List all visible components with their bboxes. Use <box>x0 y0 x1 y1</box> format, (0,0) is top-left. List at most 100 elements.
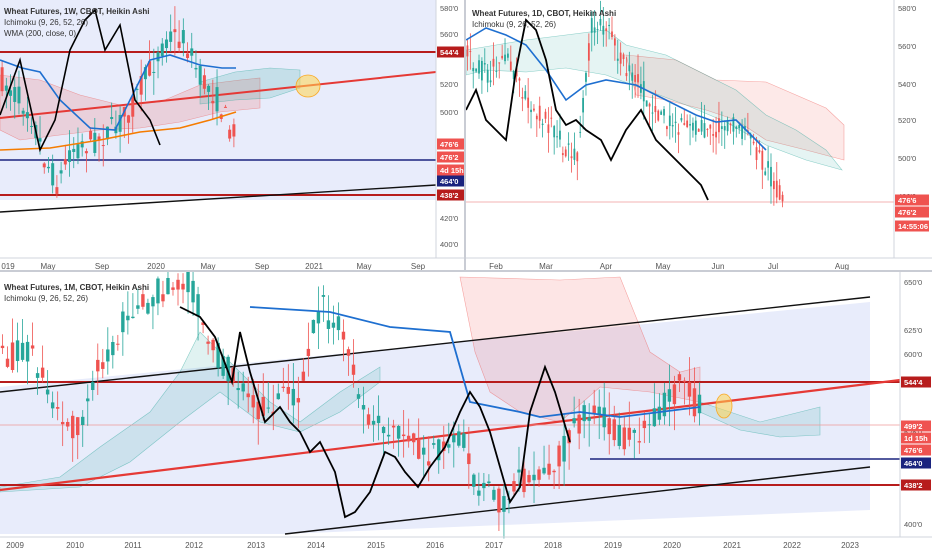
weekly-candle <box>46 166 50 169</box>
daily-candle <box>547 124 550 133</box>
weekly-candle <box>190 48 194 56</box>
monthly-candle <box>246 393 250 398</box>
daily-kijun-line <box>466 27 767 151</box>
daily-candle <box>535 115 538 120</box>
weekly-chikou-line <box>0 8 161 153</box>
daily-candle <box>602 25 605 35</box>
daily-candle <box>697 128 700 132</box>
monthly-chart-svg[interactable]: 650'0625'0600'0575'0525'0400'02009201020… <box>0 272 932 550</box>
monthly-candle <box>427 461 431 466</box>
monthly-highlight-circle <box>715 393 733 419</box>
monthly-price-tag: 476'6 <box>904 446 922 455</box>
daily-price-tag: 14:55:06 <box>898 222 928 231</box>
weekly-indicator-wma[interactable]: WMA (200, close, 0) <box>4 29 77 38</box>
weekly-candle <box>101 145 105 147</box>
monthly-candle <box>71 415 75 439</box>
daily-candle <box>732 117 735 132</box>
daily-chart-svg[interactable]: 580'0560'0540'0520'0500'0480'0FebMarAprM… <box>466 0 932 270</box>
daily-candle <box>642 81 645 102</box>
weekly-candle <box>177 41 181 48</box>
monthly-candle <box>60 421 65 425</box>
weekly-candle <box>93 132 97 153</box>
monthly-candle <box>647 424 652 426</box>
daily-candle <box>778 185 781 200</box>
monthly-candle <box>577 414 581 434</box>
daily-candle <box>622 54 625 60</box>
monthly-x-tick-label: 2014 <box>307 541 325 550</box>
weekly-y-tick-label: 560'0 <box>440 30 458 39</box>
daily-indicator-ichimoku[interactable]: Ichimoku (9, 26, 52, 26) <box>472 20 557 29</box>
daily-candle <box>616 58 619 61</box>
monthly-x-tick-label: 2023 <box>841 541 859 550</box>
weekly-candle <box>9 90 13 96</box>
daily-price-tag-bg <box>895 220 929 232</box>
daily-chart-panel[interactable]: 580'0560'0540'0520'0500'0480'0FebMarAprM… <box>466 0 932 270</box>
weekly-candle <box>181 30 185 44</box>
monthly-candle <box>497 488 501 513</box>
monthly-chart-panel[interactable]: 650'0625'0600'0575'0525'0400'02009201020… <box>0 272 932 550</box>
daily-candle <box>593 27 596 33</box>
monthly-candle <box>131 316 135 319</box>
monthly-candle <box>266 407 270 409</box>
monthly-candle <box>416 438 421 459</box>
vertical-divider[interactable] <box>464 0 466 270</box>
monthly-candle <box>141 294 145 307</box>
monthly-x-tick-label: 2021 <box>723 541 741 550</box>
monthly-candle <box>527 475 531 483</box>
weekly-chart-svg[interactable]: 580'0 560'0 520'0 500'0 420'0 400'0 019 May Sep 2… <box>0 0 464 270</box>
monthly-candle <box>301 371 306 381</box>
monthly-x-tick-label: 2009 <box>6 541 24 550</box>
monthly-candle <box>30 345 35 349</box>
monthly-x-tick-label: 2019 <box>604 541 622 550</box>
daily-candle <box>524 91 527 99</box>
monthly-x-tick-label: 2022 <box>783 541 801 550</box>
daily-candle <box>611 31 613 38</box>
monthly-candle <box>662 392 667 417</box>
daily-candle <box>735 126 738 129</box>
weekly-candle <box>164 39 168 49</box>
monthly-candle <box>76 417 80 436</box>
daily-candle <box>645 100 648 107</box>
weekly-price-tag: 544'4 <box>440 48 459 57</box>
daily-candle <box>663 109 665 116</box>
daily-candle <box>507 53 509 58</box>
monthly-candle <box>126 315 130 321</box>
monthly-chart-title: Wheat Futures, 1M, CBOT, Heikin Ashi <box>4 283 150 292</box>
monthly-ichimoku-cloud-green <box>0 331 381 493</box>
weekly-candle <box>68 150 72 162</box>
daily-candle <box>709 124 712 129</box>
daily-ichimoku-cloud <box>625 54 845 161</box>
horizontal-divider[interactable] <box>0 270 932 272</box>
daily-chikou-line <box>466 18 709 201</box>
monthly-candle <box>91 382 95 391</box>
daily-candle <box>478 60 480 74</box>
monthly-candle <box>517 469 521 473</box>
daily-candle <box>585 72 587 82</box>
daily-candle <box>692 122 694 131</box>
monthly-candle <box>331 322 336 328</box>
weekly-candle <box>139 76 143 95</box>
monthly-candle <box>607 418 611 435</box>
daily-candle <box>582 97 584 113</box>
daily-candle <box>781 194 784 202</box>
monthly-candle <box>622 427 626 450</box>
monthly-candle <box>447 444 451 448</box>
weekly-chart-panel[interactable]: 580'0 560'0 520'0 500'0 420'0 400'0 019 May Sep 2… <box>0 0 464 270</box>
monthly-indicator-ichimoku[interactable]: Ichimoku (9, 26, 52, 26) <box>4 294 89 303</box>
daily-y-tick-label: 560'0 <box>898 42 916 51</box>
monthly-candle <box>356 394 361 399</box>
monthly-candle <box>186 272 190 293</box>
daily-ichimoku-cloud-green <box>466 29 843 171</box>
monthly-candle <box>311 319 316 334</box>
weekly-highlight-circle <box>295 74 321 98</box>
monthly-candle <box>281 386 286 388</box>
monthly-candle <box>341 331 346 340</box>
daily-candle <box>559 130 561 140</box>
daily-x-tick-label: Aug <box>835 262 849 270</box>
monthly-candle <box>191 280 195 303</box>
daily-candle <box>752 141 755 144</box>
daily-candle <box>720 126 723 130</box>
weekly-indicator-ichimoku[interactable]: Ichimoku (9, 26, 52, 26) <box>4 18 89 27</box>
weekly-x-tick-label: 2020 <box>147 262 165 270</box>
daily-candle <box>527 97 530 108</box>
